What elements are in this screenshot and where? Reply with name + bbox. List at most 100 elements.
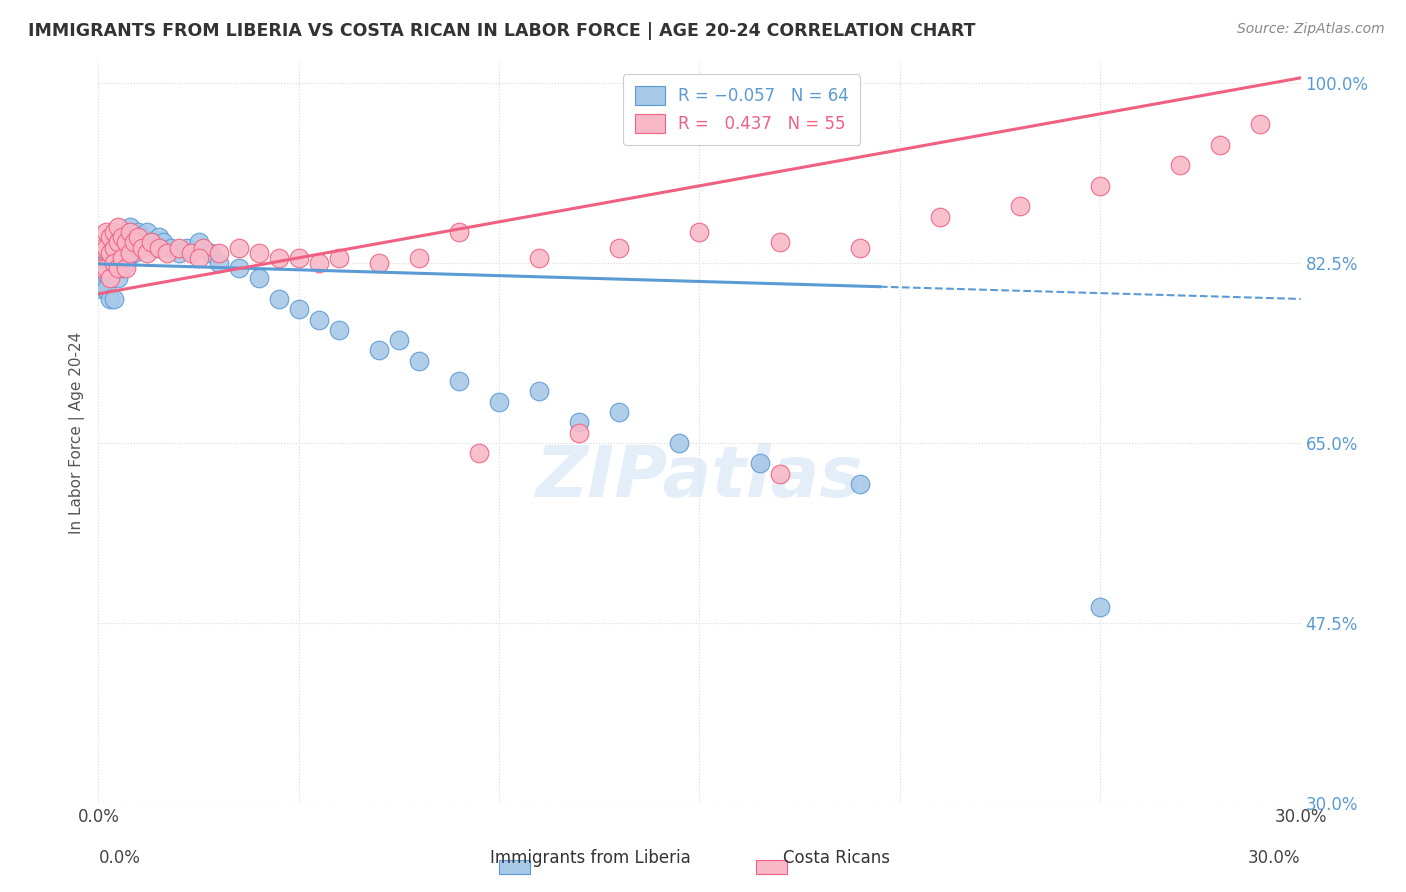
Point (120, 241, 142, 255)
Point (124, 245, 146, 260)
Point (103, 241, 125, 255)
Point (107, 241, 129, 255)
Point (148, 241, 170, 255)
Text: 30.0%: 30.0% (1249, 849, 1301, 867)
Text: 0.0%: 0.0% (98, 849, 141, 867)
Point (208, 256, 231, 270)
Point (447, 374, 470, 388)
Point (100, 271, 122, 285)
Point (368, 343, 391, 358)
Point (1250, 117, 1272, 131)
Point (91, 261, 114, 276)
Point (408, 251, 430, 265)
Point (143, 241, 166, 255)
Point (111, 230, 134, 244)
Text: Costa Ricans: Costa Ricans (783, 849, 890, 867)
Text: Source: ZipAtlas.com: Source: ZipAtlas.com (1237, 22, 1385, 37)
Point (124, 235, 146, 250)
Point (167, 245, 190, 260)
Point (120, 219, 142, 234)
Text: IMMIGRANTS FROM LIBERIA VS COSTA RICAN IN LABOR FORCE | AGE 20-24 CORRELATION CH: IMMIGRANTS FROM LIBERIA VS COSTA RICAN I… (28, 22, 976, 40)
Point (100, 266, 122, 280)
Point (159, 241, 181, 255)
Point (167, 241, 190, 255)
Point (131, 241, 153, 255)
Point (191, 241, 214, 255)
Point (100, 245, 122, 260)
Point (111, 235, 134, 250)
Point (111, 251, 134, 265)
Point (1170, 158, 1192, 172)
Point (247, 245, 270, 260)
Point (91, 271, 114, 285)
Point (288, 251, 311, 265)
Point (96, 225, 118, 239)
Point (96, 245, 118, 260)
Point (328, 323, 350, 337)
Point (748, 457, 770, 471)
Point (200, 245, 222, 260)
Point (1209, 137, 1232, 152)
Text: Immigrants from Liberia: Immigrants from Liberia (491, 849, 690, 867)
Point (139, 235, 162, 250)
Point (100, 230, 122, 244)
Point (91, 261, 114, 276)
Point (107, 261, 129, 276)
Point (267, 251, 290, 265)
Point (107, 219, 129, 234)
Point (568, 415, 591, 429)
Point (1088, 600, 1111, 615)
Point (668, 436, 690, 450)
Point (368, 256, 391, 270)
Point (103, 241, 125, 255)
Point (135, 245, 157, 260)
Point (131, 230, 153, 244)
Point (609, 241, 631, 255)
Point (103, 256, 125, 270)
Point (96, 266, 118, 280)
Point (689, 225, 711, 239)
Point (308, 256, 330, 270)
Point (96, 241, 118, 255)
Point (849, 477, 872, 491)
Point (247, 271, 270, 285)
Point (107, 235, 129, 250)
Point (388, 333, 411, 347)
Point (148, 230, 170, 244)
Point (103, 292, 125, 306)
Point (120, 245, 142, 260)
Point (96, 282, 118, 296)
Point (128, 225, 150, 239)
Point (115, 261, 138, 276)
Point (408, 353, 430, 368)
Point (155, 245, 177, 260)
Point (609, 405, 631, 419)
Point (529, 251, 551, 265)
Point (187, 235, 209, 250)
Point (152, 235, 174, 250)
Point (103, 225, 125, 239)
Point (91, 241, 114, 255)
Point (103, 256, 125, 270)
Text: ZIPatlas: ZIPatlas (536, 442, 863, 511)
Point (180, 245, 202, 260)
Point (529, 384, 551, 399)
Point (115, 235, 138, 250)
Point (1010, 199, 1032, 213)
Point (115, 225, 138, 239)
Point (115, 241, 138, 255)
Point (120, 225, 142, 239)
Y-axis label: In Labor Force | Age 20-24: In Labor Force | Age 20-24 (69, 332, 86, 533)
Point (328, 251, 350, 265)
Point (96, 256, 118, 270)
Point (96, 261, 118, 276)
Point (103, 235, 125, 250)
Point (107, 230, 129, 244)
Point (100, 292, 122, 306)
Point (568, 425, 591, 440)
Legend: R = −0.057   N = 64, R =   0.437   N = 55: R = −0.057 N = 64, R = 0.437 N = 55 (623, 74, 860, 145)
Point (100, 256, 122, 270)
Point (228, 241, 250, 255)
Point (769, 467, 792, 481)
Point (176, 241, 198, 255)
